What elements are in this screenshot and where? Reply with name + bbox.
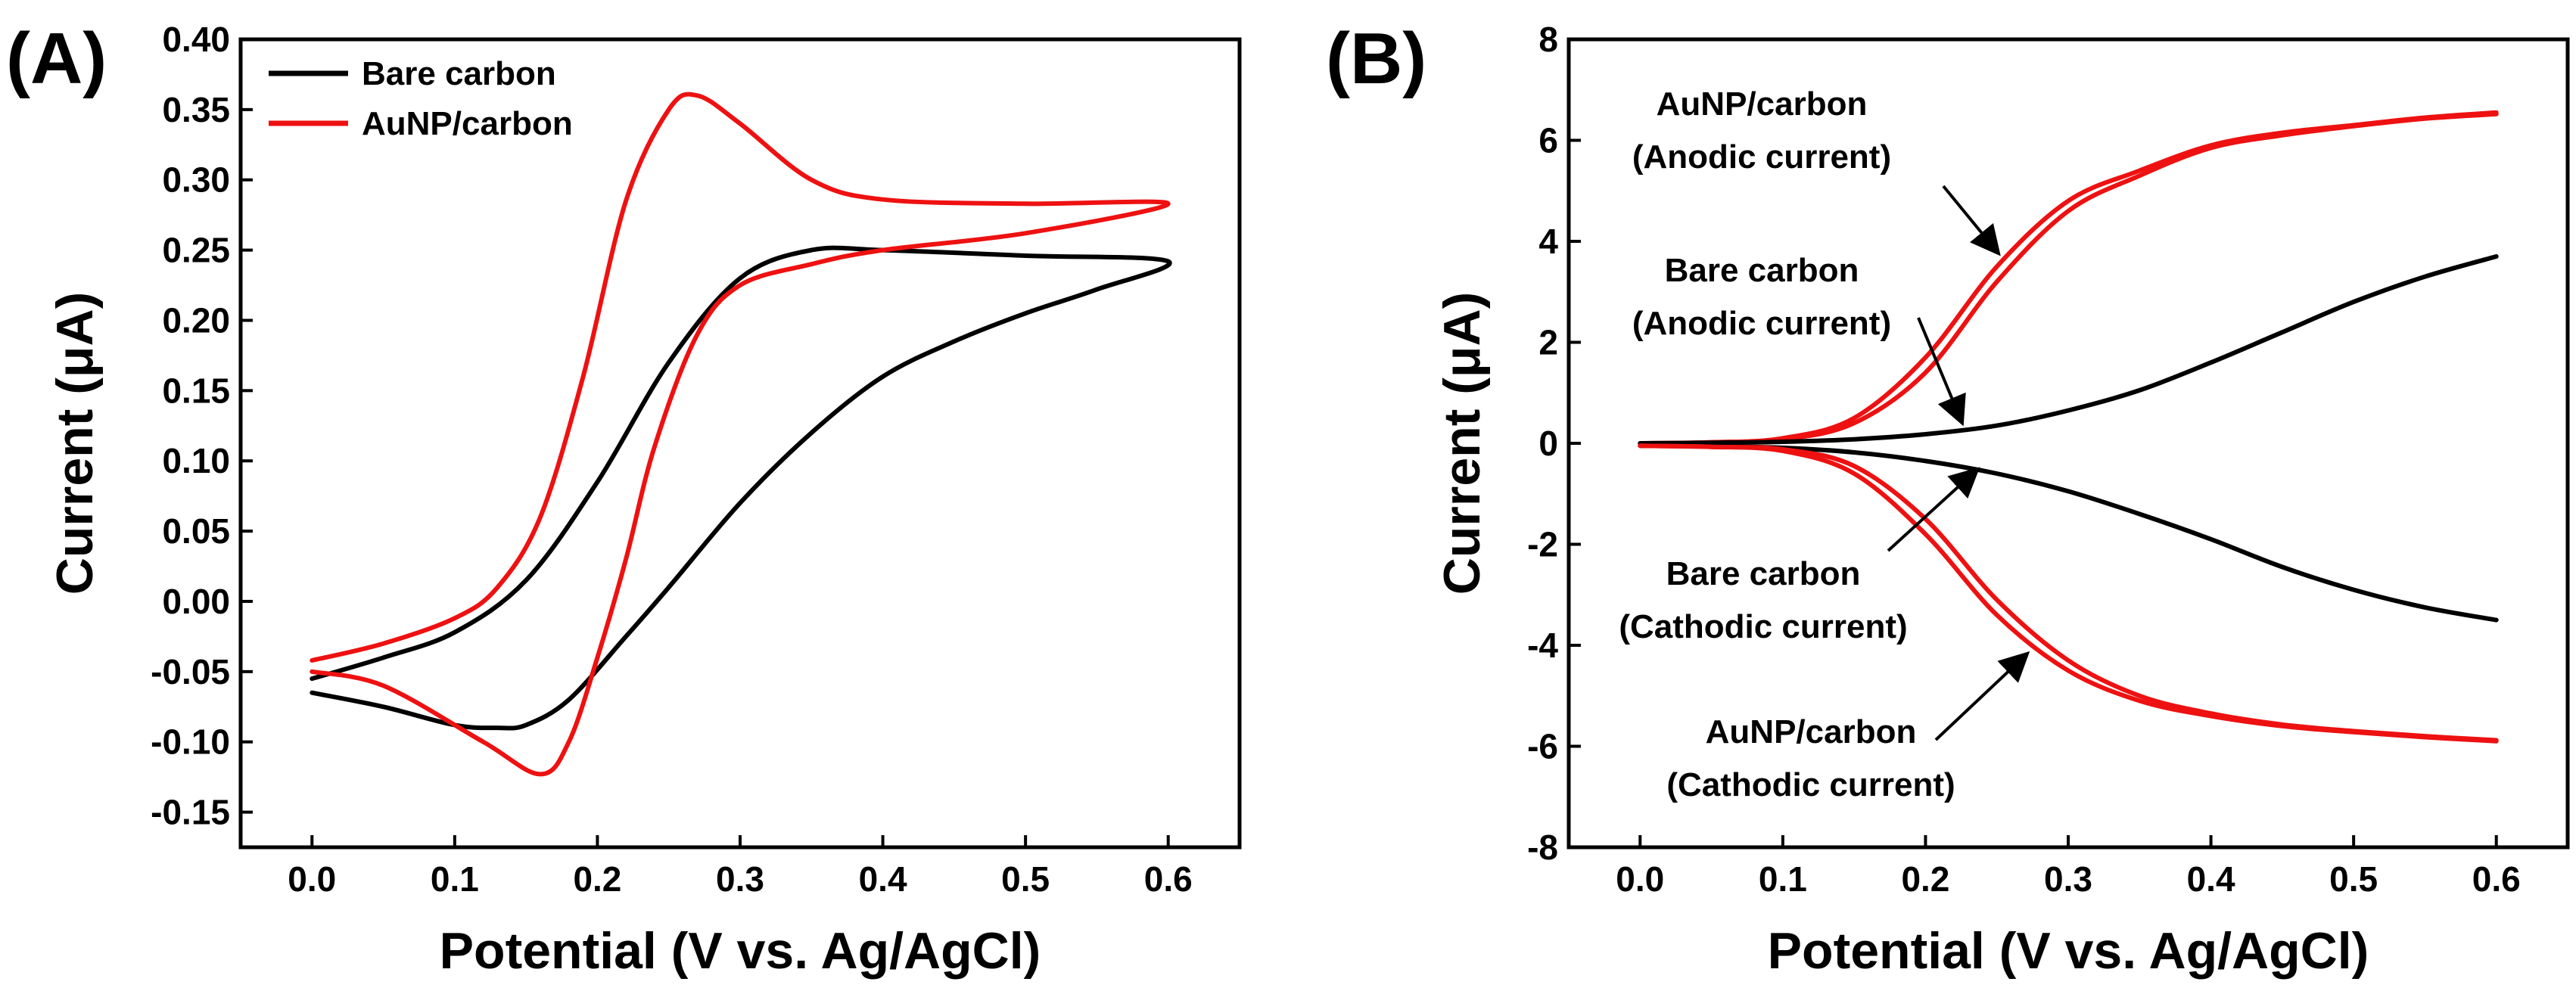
panel-a-y-tick-label: 0.25 [162, 231, 230, 270]
panel-b-x-tick-label: 0.3 [2044, 859, 2092, 899]
annotation-label-3-line-2: (Cathodic current) [1619, 608, 1907, 645]
panel-b-y-tick-label: 8 [1538, 20, 1558, 59]
panel-a-x-tick-label: 0.3 [716, 859, 764, 899]
annotation-label-1-line-1: AuNP/carbon [1657, 85, 1868, 123]
annotation-label-4-line-1: AuNP/carbon [1706, 713, 1917, 750]
panel-b-y-tick-label: 2 [1538, 323, 1558, 362]
panel-a-plot-frame [238, 37, 1242, 850]
panel-b-y-tick-label: -2 [1527, 525, 1558, 564]
panel-a-series-line-2 [310, 92, 1171, 777]
annotation-label-2-line-1: Bare carbon [1665, 252, 1859, 289]
panel-a-y-tick-label: 0.35 [162, 90, 230, 129]
panel-a-x-tick-label: 0.6 [1144, 859, 1193, 899]
panel-a-legend: Bare carbon AuNP/carbon [269, 55, 573, 142]
panel-a-y-tick-label: 0.05 [162, 511, 230, 551]
legend-label-aunp-carbon: AuNP/carbon [362, 105, 573, 142]
panel-b-x-tick-label: 0.4 [2187, 859, 2235, 899]
panel-a: (A) 0.0 0.1 0.2 0.3 0.4 0.5 0.6 -0.15 -0.10 -0.05… [6, 18, 1242, 980]
panel-b-y-tick-label: -6 [1527, 727, 1558, 766]
panel-b-x-tick-label: 0.5 [2329, 859, 2378, 899]
panel-b-y-axis-title: Current (μA) [1433, 292, 1491, 595]
panel-b-y-tick-label: 6 [1538, 121, 1558, 160]
panel-a-x-tick-label: 0.2 [573, 859, 621, 899]
panel-a-x-tick-label: 0.0 [288, 859, 336, 899]
panel-a-y-tick-label: 0.15 [162, 371, 230, 410]
annotation-label-1-line-2: (Anodic current) [1632, 138, 1891, 176]
annotation-arrow-3 [1887, 467, 1980, 552]
panel-a-y-tick-label: -0.15 [151, 793, 230, 832]
panel-a-y-tick-label: 0.40 [162, 20, 230, 59]
panel-b-series-line-2 [1638, 111, 2499, 446]
panel-b-y-tick-label: 0 [1538, 424, 1558, 463]
panel-a-y-tick-label: -0.05 [151, 652, 230, 691]
panel-a-x-tick-label: 0.5 [1001, 859, 1050, 899]
panel-b-y-tick-label: -8 [1527, 828, 1558, 867]
legend-label-bare-carbon: Bare carbon [362, 55, 556, 92]
panel-a-x-axis-title: Potential (V vs. Ag/AgCl) [440, 922, 1041, 980]
annotation-arrow-2 [1917, 317, 1966, 427]
panel-b-x-tick-label: 0.0 [1616, 859, 1664, 899]
panel-b-y-tick-label: -4 [1527, 626, 1558, 665]
annotation-arrow-4 [1934, 651, 2030, 741]
panel-a-y-tick-label: 0.30 [162, 160, 230, 200]
panel-a-y-tick-label: 0.00 [162, 582, 230, 621]
panel-b-series-line-4 [1638, 443, 2499, 623]
panel-a-label: (A) [6, 18, 107, 99]
panel-a-y-axis-title: Current (μA) [46, 292, 104, 595]
panel-a-series-line-1 [310, 245, 1172, 731]
panel-b-label: (B) [1326, 18, 1426, 99]
panel-a-y-tick-label: 0.20 [162, 300, 230, 340]
panel-b-series-line-3 [1638, 254, 2499, 446]
panel-a-y-tick-label: -0.10 [151, 722, 230, 762]
panel-a-x-tick-label: 0.1 [431, 859, 479, 899]
panel-b-x-tick-label: 0.6 [2472, 859, 2521, 899]
panel-b-x-axis-title: Potential (V vs. Ag/AgCl) [1768, 922, 2369, 980]
panel-a-y-tick-label: 0.10 [162, 441, 230, 480]
annotation-arrow-1 [1942, 185, 2001, 256]
annotation-label-3-line-1: Bare carbon [1666, 555, 1861, 592]
annotation-label-2-line-2: (Anodic current) [1632, 305, 1891, 342]
panel-b-x-tick-label: 0.1 [1759, 859, 1807, 899]
panel-b-series-line-6 [1638, 443, 2499, 743]
panel-b-x-tick-label: 0.2 [1901, 859, 1949, 899]
panel-b-y-tick-label: 4 [1538, 222, 1558, 261]
panel-a-x-tick-label: 0.4 [859, 859, 907, 899]
annotation-label-4-line-2: (Cathodic current) [1666, 766, 1955, 803]
panel-b: (B) 0.0 0.1 0.2 0.3 0.4 0.5 0.6 -8 -6 -4 -2 0 2 4 6 8 A… [1326, 18, 2570, 980]
